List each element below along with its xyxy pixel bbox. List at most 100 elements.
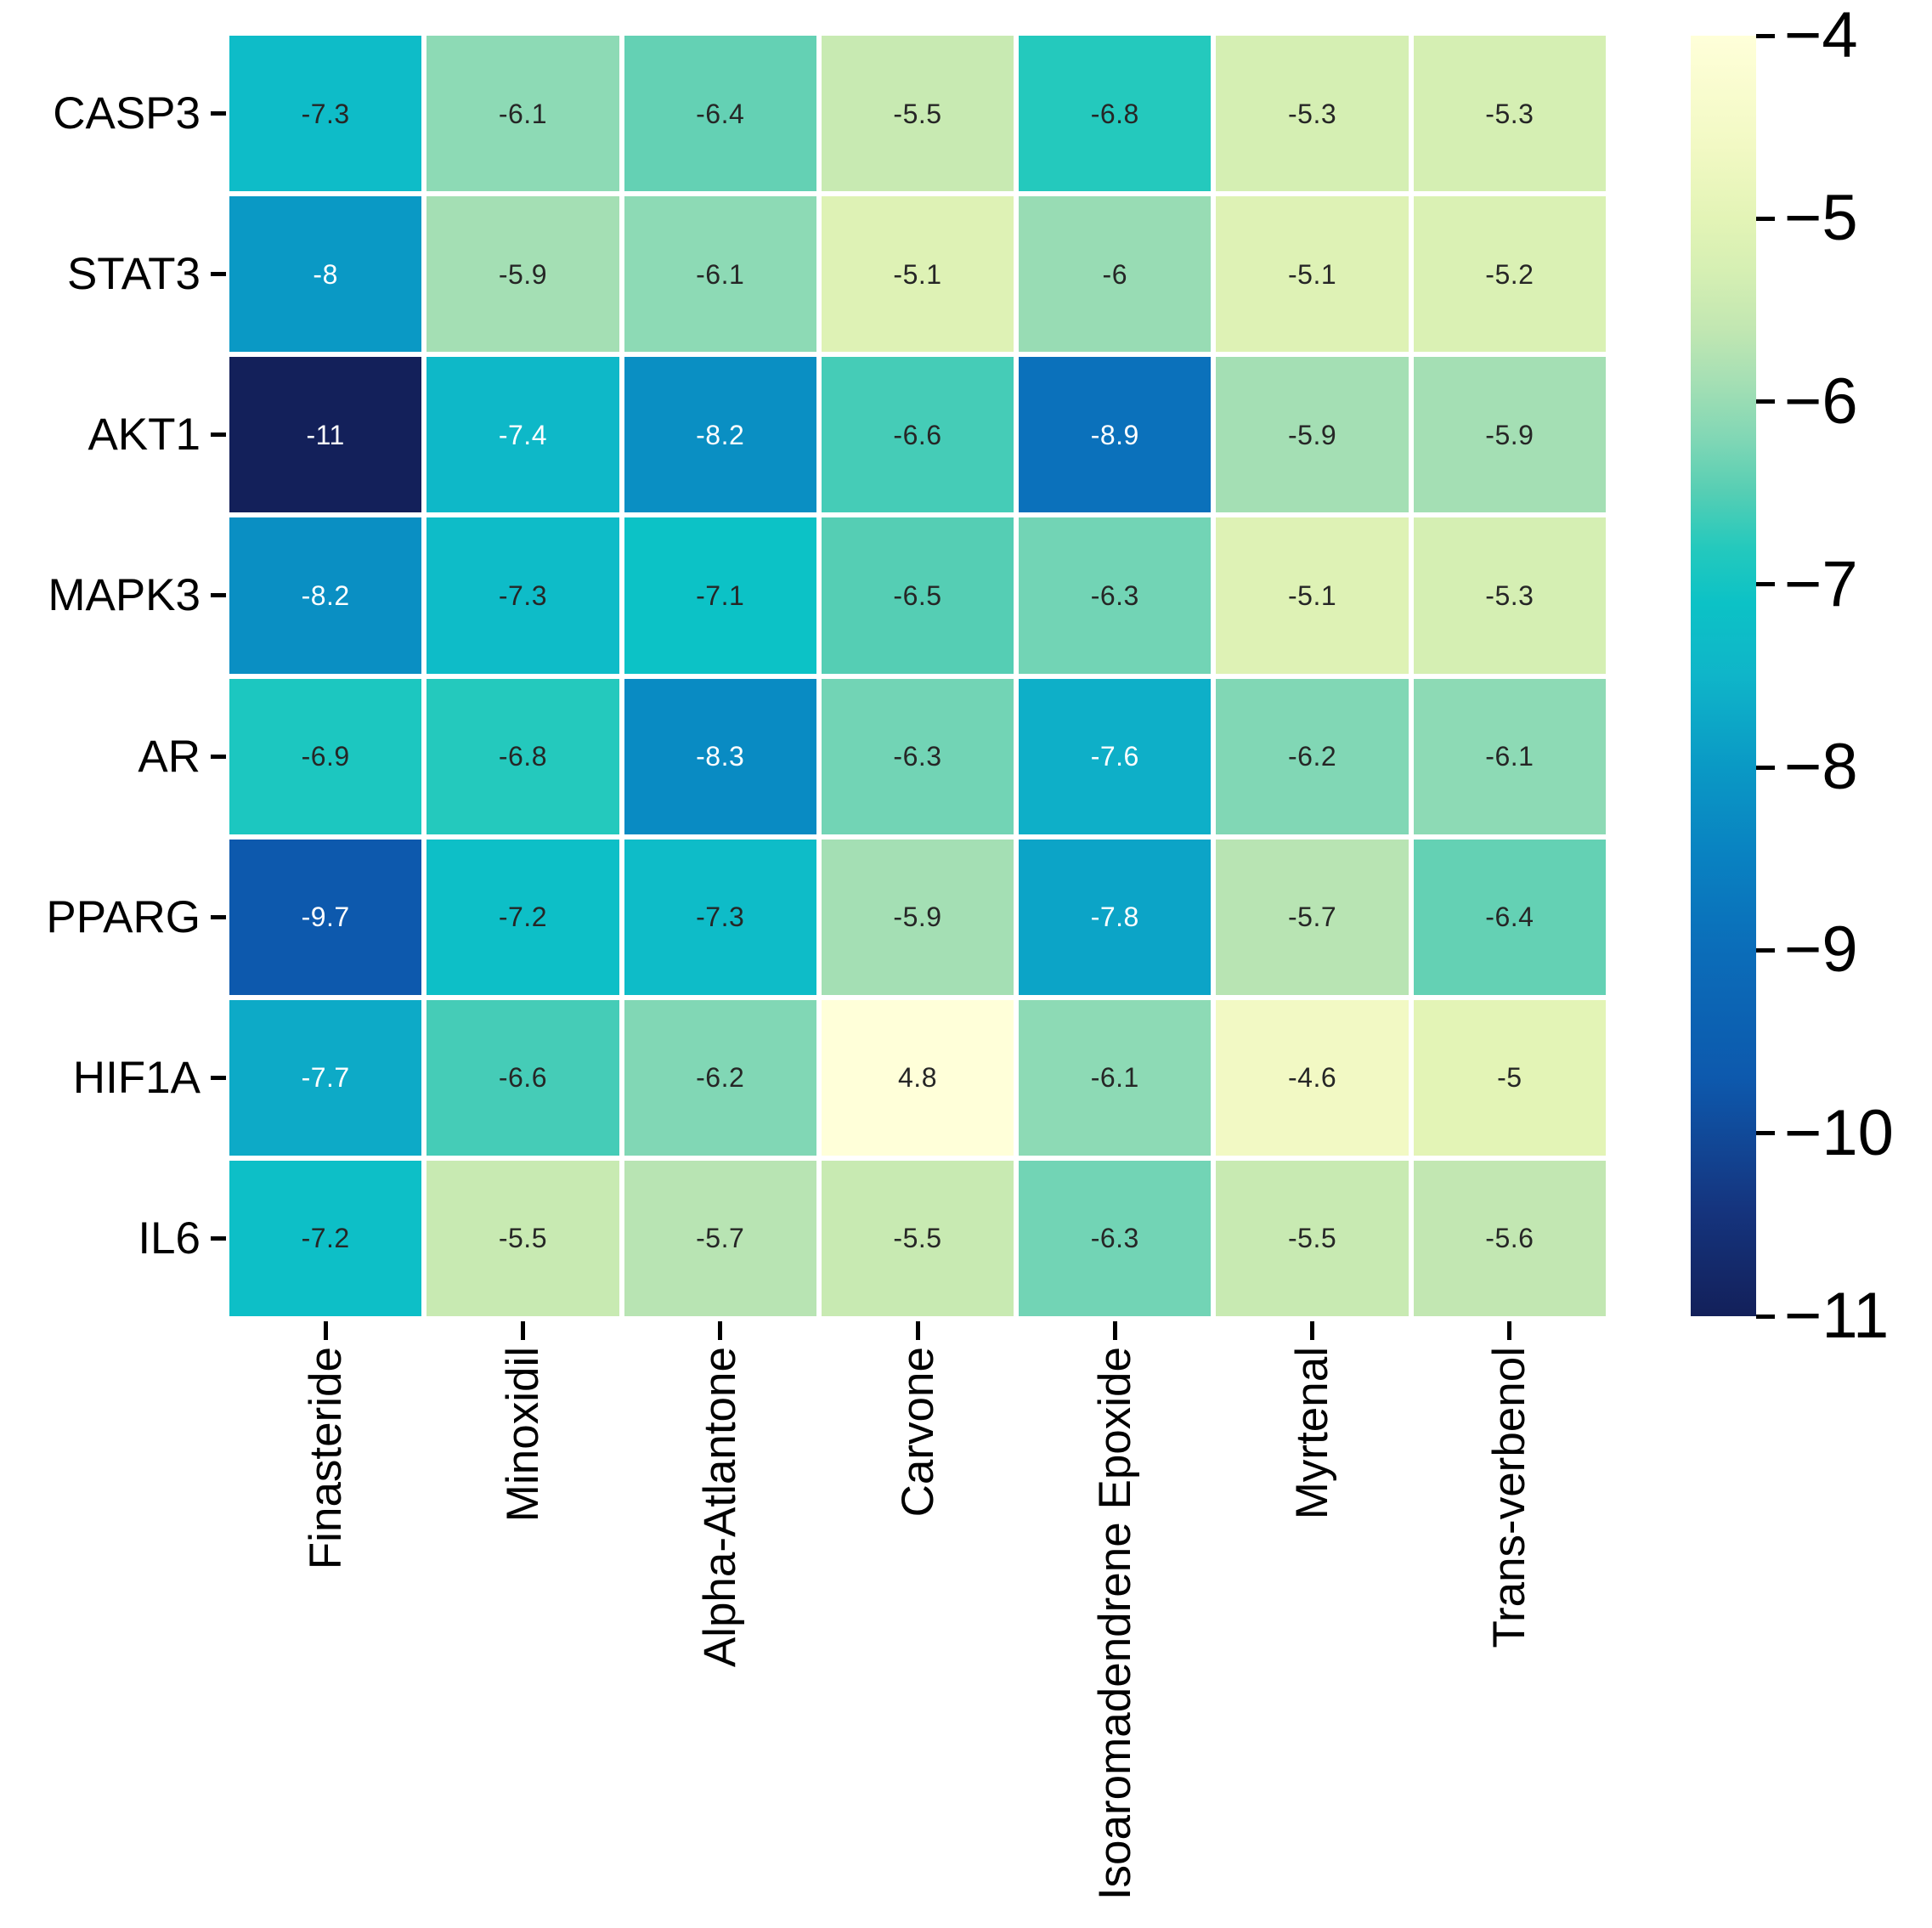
cell-value: -7.6	[1090, 741, 1139, 772]
cell-value: -5.1	[1287, 580, 1337, 611]
cell-value: -6.6	[893, 419, 942, 450]
heatmap-cell: -8.3	[624, 678, 816, 834]
heatmap-cell: -6.2	[624, 999, 816, 1156]
cell-value: -5.5	[893, 98, 942, 129]
heatmap-cell: -7.2	[427, 839, 619, 995]
y-tick	[211, 272, 226, 277]
cell-value: -6.4	[696, 98, 745, 129]
heatmap-cell: -11	[229, 357, 422, 513]
heatmap-cell: 4.8	[821, 999, 1014, 1156]
column-label: Trans-verbenol	[1476, 1347, 1544, 1648]
heatmap-cell: -5.9	[1413, 357, 1606, 513]
heatmap-cell: -7.3	[229, 36, 422, 192]
cell-value: -6.8	[1090, 98, 1139, 129]
cell-value: -5.5	[498, 1223, 547, 1254]
colorbar-tick-label: −8	[1784, 731, 1858, 804]
heatmap-cell: -9.7	[229, 839, 422, 995]
y-tick	[211, 1235, 226, 1241]
heatmap-cell: -7.2	[229, 1160, 422, 1316]
x-tick	[915, 1321, 920, 1340]
cell-value: -6.2	[1287, 741, 1337, 772]
row-label: HIF1A	[72, 1052, 201, 1103]
column-label: Isoaromadendrene Epoxide	[1081, 1347, 1149, 1900]
heatmap-cell: -7.3	[427, 517, 619, 674]
row-label: MAPK3	[48, 570, 201, 621]
colorbar-tick-label: −5	[1784, 182, 1858, 255]
cell-value: -6.1	[1090, 1062, 1139, 1094]
heatmap-cell: -7.3	[624, 839, 816, 995]
column-label-text: Finasteride	[300, 1347, 351, 1570]
cell-value: -6.8	[498, 741, 547, 772]
cell-value: -6.3	[893, 741, 942, 772]
cell-value: -5.5	[893, 1223, 942, 1254]
heatmap-cell: -4.6	[1216, 999, 1409, 1156]
cell-value: -7.8	[1090, 902, 1139, 933]
row-label: CASP3	[53, 88, 201, 139]
heatmap-cell: -7.7	[229, 999, 422, 1156]
cell-value: -6.2	[696, 1062, 745, 1094]
heatmap-cell: -5.2	[1413, 196, 1606, 353]
heatmap-cell: -6.5	[821, 517, 1014, 674]
heatmap-cell: -5.7	[624, 1160, 816, 1316]
cell-value: -5.3	[1485, 98, 1534, 129]
cell-value: -4.6	[1287, 1062, 1337, 1094]
column-label-text: Alpha-Atlantone	[695, 1347, 746, 1668]
cell-value: -6.5	[893, 580, 942, 611]
heatmap-cell: -5.5	[427, 1160, 619, 1316]
heatmap-cell: -5.1	[1216, 196, 1409, 353]
row-label: PPARG	[46, 891, 201, 942]
heatmap-grid: -7.3 -6.1 -6.4 -5.5 -6.8 -5.3 -5.3 -8 -5.9 -6.1 -5…	[229, 36, 1606, 1316]
cell-value: -7.1	[696, 580, 745, 611]
heatmap-cell: -6.1	[1413, 678, 1606, 834]
column-label: Alpha-Atlantone	[686, 1347, 754, 1667]
cell-value: -6.3	[1090, 1223, 1139, 1254]
heatmap-cell: -5.5	[821, 1160, 1014, 1316]
heatmap-cell: -5.6	[1413, 1160, 1606, 1316]
cell-value: -6	[1102, 258, 1127, 290]
heatmap-cell: -7.6	[1019, 678, 1212, 834]
heatmap-cell: -5.9	[1216, 357, 1409, 513]
y-tick	[211, 593, 226, 598]
cell-value: -5.1	[1287, 258, 1337, 290]
heatmap-cell: -5.5	[1216, 1160, 1409, 1316]
cell-value: -5.7	[1287, 902, 1337, 933]
cell-value: -5.9	[1485, 419, 1534, 450]
cell-value: -7.7	[301, 1062, 350, 1094]
column-label-text: Myrtenal	[1287, 1347, 1338, 1520]
cell-value: -7.3	[301, 98, 350, 129]
x-tick	[1507, 1321, 1512, 1340]
x-tick	[718, 1321, 723, 1340]
heatmap-cell: -5.1	[821, 196, 1014, 353]
heatmap-cell: -5.3	[1413, 36, 1606, 192]
y-tick	[211, 754, 226, 759]
colorbar-tick-label: −7	[1784, 547, 1858, 620]
heatmap-cell: -6.1	[624, 196, 816, 353]
heatmap-cell: -6.3	[1019, 1160, 1212, 1316]
colorbar-tick	[1756, 947, 1775, 953]
cell-value: -6.1	[1485, 741, 1534, 772]
cell-value: -5.5	[1287, 1223, 1337, 1254]
colorbar-tick	[1756, 399, 1775, 404]
y-tick	[211, 111, 226, 116]
cell-value: -6.9	[301, 741, 350, 772]
heatmap-cell: -6.8	[427, 678, 619, 834]
heatmap-cell: -5.1	[1216, 517, 1409, 674]
heatmap-cell: -6.4	[624, 36, 816, 192]
heatmap-cell: -6.9	[229, 678, 422, 834]
heatmap-cell: -6.4	[1413, 839, 1606, 995]
column-label-text: Carvone	[892, 1347, 943, 1518]
cell-value: -6.4	[1485, 902, 1534, 933]
heatmap-cell: -8.2	[624, 357, 816, 513]
x-tick	[1112, 1321, 1117, 1340]
cell-value: -8.2	[696, 419, 745, 450]
colorbar-tick-label: −10	[1784, 1096, 1894, 1169]
heatmap-cell: -5	[1413, 999, 1606, 1156]
cell-value: -8.9	[1090, 419, 1139, 450]
colorbar-tick-label: −9	[1784, 913, 1858, 987]
colorbar-tick	[1756, 1131, 1775, 1136]
y-tick	[211, 914, 226, 919]
heatmap-cell: -6.2	[1216, 678, 1409, 834]
heatmap-cell: -6.1	[1019, 999, 1212, 1156]
cell-value: 4.8	[898, 1062, 937, 1094]
heatmap-cell: -6.8	[1019, 36, 1212, 192]
